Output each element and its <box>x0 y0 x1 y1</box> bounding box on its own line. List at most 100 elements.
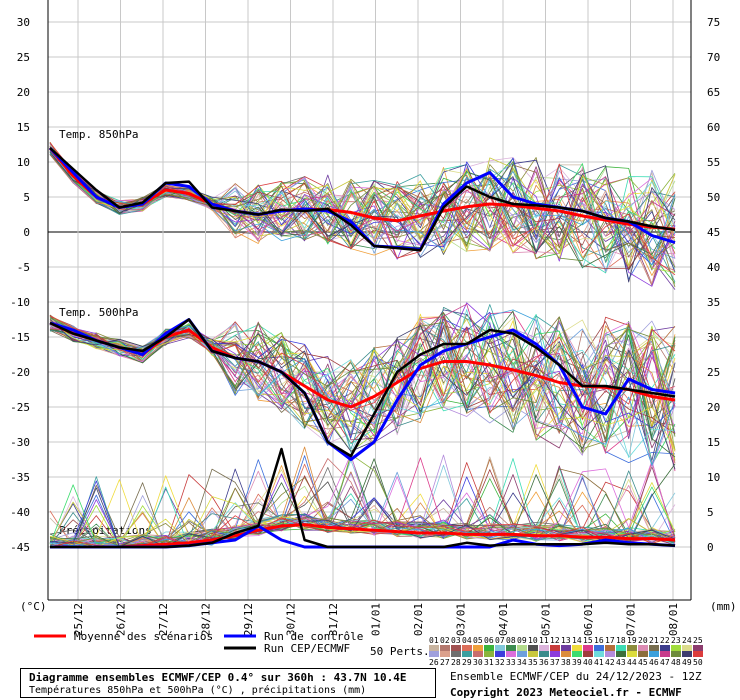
left-unit-label: (°C) <box>20 600 47 613</box>
legend-pert-swatch <box>627 651 637 657</box>
legend-pert-swatch <box>506 651 516 657</box>
legend-pert-swatch <box>473 651 483 657</box>
legend-pert-swatch <box>462 651 472 657</box>
series-precip-line <box>50 523 676 549</box>
legend-pert-number: 07 <box>495 636 505 645</box>
x-tick-label: 02/01 <box>412 603 425 636</box>
perturbation-t500-line <box>49 320 676 451</box>
right-tick-label: 45 <box>707 226 720 239</box>
left-tick-label: 10 <box>17 156 30 169</box>
legend-pert-swatch <box>660 651 670 657</box>
legend-pert-swatch <box>561 645 571 651</box>
legend-pert-swatch <box>638 651 648 657</box>
x-tick-label: 30/12 <box>285 603 298 636</box>
legend-pert-number: 14 <box>572 636 582 645</box>
perturbation-precip-line <box>49 515 676 548</box>
right-tick-label: 0 <box>707 541 714 554</box>
legend-pert-number: 11 <box>539 636 549 645</box>
legend-pert-swatch <box>583 645 593 651</box>
legend-pert-number: 29 <box>462 658 472 667</box>
legend-pert-number: 12 <box>550 636 560 645</box>
legend-pert-swatch <box>605 645 615 651</box>
legend-pert-number: 18 <box>616 636 626 645</box>
legend-pert-number: 13 <box>561 636 571 645</box>
legend-pert-number: 27 <box>440 658 450 667</box>
legend-pert-swatch <box>583 651 593 657</box>
legend-pert-swatch <box>616 645 626 651</box>
legend-pert-number: 17 <box>605 636 615 645</box>
legend-pert-number: 46 <box>649 658 659 667</box>
x-tick-label: 27/12 <box>157 603 170 636</box>
panel-label-t500: Temp. 500hPa <box>59 306 138 319</box>
legend-pert-swatch <box>539 645 549 651</box>
copyright: Copyright 2023 Meteociel.fr - ECMWF <box>450 686 682 699</box>
chart-subtitle: Températures 850hPa et 500hPa (°C) , pré… <box>29 685 367 696</box>
legend-pert-number: 02 <box>440 636 450 645</box>
legend-pert-swatch <box>682 651 692 657</box>
legend-pert-number: 06 <box>484 636 494 645</box>
legend-pert-swatch <box>550 651 560 657</box>
legend-pert-swatch <box>440 645 450 651</box>
legend-pert-swatch <box>572 651 582 657</box>
legend-pert-number: 30 <box>473 658 483 667</box>
right-tick-label: 10 <box>707 471 720 484</box>
legend-pert-swatch <box>693 651 703 657</box>
right-tick-label: 70 <box>707 51 720 64</box>
legend-pert-number: 22 <box>660 636 670 645</box>
legend-pert-number: 25 <box>693 636 703 645</box>
series-precip-line <box>50 447 676 549</box>
right-unit-label: (mm) <box>710 600 737 613</box>
left-tick-label: -25 <box>10 401 30 414</box>
legend-pert-number: 40 <box>583 658 593 667</box>
legend-pert-swatch <box>528 645 538 651</box>
right-tick-label: 20 <box>707 401 720 414</box>
perturbation-precip-line <box>49 495 676 548</box>
legend-pert-swatch <box>429 651 439 657</box>
x-tick-label: 26/12 <box>115 603 128 636</box>
right-tick-label: 40 <box>707 261 720 274</box>
perturbation-precip-line <box>49 458 676 548</box>
legend-pert-number: 03 <box>451 636 461 645</box>
legend-pert-number: 32 <box>495 658 505 667</box>
left-tick-label: -45 <box>10 541 30 554</box>
legend-pert-swatch <box>495 645 505 651</box>
legend-pert-number: 04 <box>462 636 472 645</box>
series-t850-line <box>49 147 676 252</box>
legend-pert-number: 33 <box>506 658 516 667</box>
legend-pert-number: 35 <box>528 658 538 667</box>
perturbation-t850-line <box>49 147 676 258</box>
right-tick-label: 15 <box>707 436 720 449</box>
legend-pert-number: 44 <box>627 658 637 667</box>
left-tick-label: -5 <box>17 261 30 274</box>
legend-pert-swatch <box>594 651 604 657</box>
footer-title-box: Diagramme ensembles ECMWF/CEP 0.4° sur 3… <box>20 668 436 698</box>
x-tick-label: 25/12 <box>72 603 85 636</box>
legend-pert-swatch <box>462 645 472 651</box>
left-tick-label: -35 <box>10 471 30 484</box>
series-t850-line <box>48 147 676 231</box>
legend-pert-number: 21 <box>649 636 659 645</box>
x-tick-label: 31/12 <box>327 603 340 636</box>
x-tick-label: 29/12 <box>242 603 255 636</box>
legend-pert-swatch <box>616 651 626 657</box>
legend-pert-number: 19 <box>627 636 637 645</box>
legend-pert-swatch <box>638 645 648 651</box>
legend-pert-number: 50 <box>693 658 703 667</box>
left-tick-label: 0 <box>23 226 30 239</box>
panel-label-t850: Temp. 850hPa <box>59 128 138 141</box>
legend-perts-label: 50 Perts. <box>370 645 430 658</box>
legend-pert-swatch <box>550 645 560 651</box>
legend-pert-number: 36 <box>539 658 549 667</box>
legend-pert-swatch <box>473 645 483 651</box>
legend-pert-swatch <box>484 645 494 651</box>
legend-pert-swatch <box>627 645 637 651</box>
plot-background <box>48 0 691 600</box>
left-tick-label: -30 <box>10 436 30 449</box>
left-tick-label: -20 <box>10 366 30 379</box>
legend-pert-number: 47 <box>660 658 670 667</box>
legend-pert-swatch <box>539 651 549 657</box>
legend-pert-swatch <box>660 645 670 651</box>
legend-pert-swatch <box>671 651 681 657</box>
right-tick-label: 75 <box>707 16 720 29</box>
